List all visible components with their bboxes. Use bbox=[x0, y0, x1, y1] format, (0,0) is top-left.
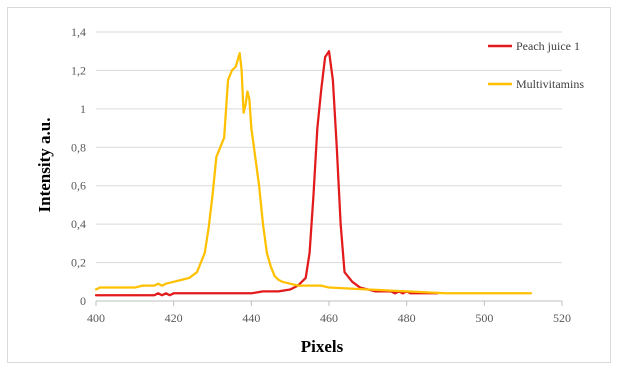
y-tick-label: 0,4 bbox=[71, 217, 86, 231]
y-tick-label: 0,6 bbox=[71, 179, 86, 193]
y-tick-label: 0 bbox=[80, 294, 86, 308]
series-lines bbox=[94, 50, 533, 297]
x-axis-ticks: 400 420 440 460 480 500 520 bbox=[87, 301, 571, 325]
series-line-1 bbox=[94, 50, 439, 297]
y-tick-label: 0,8 bbox=[71, 140, 86, 154]
x-axis-title: Pixels bbox=[301, 337, 344, 356]
x-tick-label: 460 bbox=[320, 311, 338, 325]
y-tick-label: 1,4 bbox=[71, 25, 86, 39]
x-tick-label: 520 bbox=[553, 311, 571, 325]
y-axis-title: Intensity a.u. bbox=[35, 118, 54, 213]
x-tick-label: 440 bbox=[242, 311, 260, 325]
y-tick-label: 0,2 bbox=[71, 256, 86, 270]
legend-label-1: Peach juice 1 bbox=[516, 39, 580, 53]
legend: Peach juice 1 Multivitamins bbox=[488, 39, 584, 91]
x-tick-label: 420 bbox=[165, 311, 183, 325]
x-tick-label: 400 bbox=[87, 311, 105, 325]
y-tick-label: 1 bbox=[80, 102, 86, 116]
chart-area bbox=[7, 7, 611, 363]
gridlines bbox=[96, 31, 562, 264]
y-axis-ticks: 0 0,2 0,4 0,6 0,8 1 1,2 1,4 bbox=[71, 25, 86, 308]
series-line-2 bbox=[94, 52, 533, 295]
y-tick-label: 1,2 bbox=[71, 63, 86, 77]
legend-label-2: Multivitamins bbox=[516, 77, 584, 91]
x-tick-label: 480 bbox=[398, 311, 416, 325]
x-tick-label: 500 bbox=[475, 311, 493, 325]
